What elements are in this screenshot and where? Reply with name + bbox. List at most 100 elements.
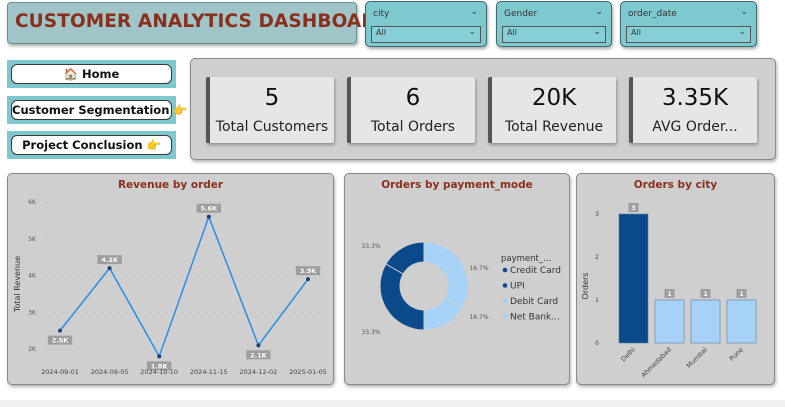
data-label: 1.8K bbox=[151, 362, 169, 370]
kpi-value: 3.35K bbox=[661, 85, 729, 111]
y-tick-label: 4K bbox=[28, 273, 37, 280]
x-tick-label: 2024-11-15 bbox=[190, 368, 228, 376]
chevron-down-icon: ⌄ bbox=[468, 27, 476, 37]
legend-label: Credit Card bbox=[510, 266, 561, 276]
data-point bbox=[58, 328, 62, 333]
kpi-label: Total Orders bbox=[370, 119, 456, 135]
data-point bbox=[306, 277, 310, 282]
legend-swatch bbox=[502, 298, 508, 304]
data-label-bg bbox=[47, 335, 73, 345]
bar bbox=[654, 299, 685, 344]
y-tick-label: 1 bbox=[595, 297, 599, 304]
revenue-by-order-visual[interactable]: Revenue by order 2K 3K 4K 5K 6K Total Revenue… bbox=[7, 173, 334, 385]
chart-title: Orders by city bbox=[633, 179, 718, 191]
slicer-gender[interactable]: Gender ⌄ All ⌄ bbox=[496, 1, 612, 47]
y-axis-title: Orders bbox=[581, 273, 590, 300]
data-label-bg bbox=[97, 255, 122, 265]
project-conclusion-button[interactable]: Project Conclusion 👉 bbox=[11, 135, 172, 155]
slice-label: 33.3% bbox=[361, 243, 380, 250]
legend-label: UPI bbox=[510, 282, 525, 292]
data-label-bg bbox=[736, 289, 747, 298]
payment-mode-donut-chart: 33.3% 33.3% 16.7% 16.7% payment_... Credit Ca… bbox=[361, 241, 561, 336]
legend-title: payment_... bbox=[501, 254, 551, 264]
kpi-value: 6 bbox=[405, 85, 421, 111]
data-label: 3 bbox=[631, 204, 636, 212]
data-label: 2.1K bbox=[250, 351, 268, 359]
bar bbox=[726, 299, 757, 344]
legend-swatch bbox=[502, 267, 508, 273]
chart-title: Orders by payment_mode bbox=[381, 179, 533, 191]
y-tick-label: 6K bbox=[28, 199, 37, 206]
slice-label: 33.3% bbox=[361, 329, 380, 336]
data-label-bg bbox=[147, 361, 172, 371]
slicer-label: order_date bbox=[628, 9, 677, 19]
data-label: 1 bbox=[739, 290, 744, 298]
data-point bbox=[206, 214, 211, 219]
data-label: 5.6K bbox=[201, 205, 219, 213]
data-label-bg bbox=[295, 266, 321, 276]
slicer-order-date[interactable]: order_date ⌄ All ⌄ bbox=[620, 1, 757, 47]
x-tick-label: 2024-09-01 bbox=[41, 368, 79, 376]
chevron-down-icon[interactable]: ⌄ bbox=[740, 7, 748, 17]
customer-segmentation-button[interactable]: Customer Segmentation 👉 bbox=[11, 100, 188, 120]
kpi-card-total-revenue: 20K Total Revenue bbox=[488, 77, 616, 143]
y-tick-label: 0 bbox=[595, 340, 599, 347]
bar bbox=[690, 299, 721, 344]
kpi-label: Total Revenue bbox=[504, 119, 604, 135]
slicer-value: All bbox=[507, 28, 517, 37]
slicer-value: All bbox=[631, 28, 641, 37]
data-point bbox=[256, 343, 261, 348]
kpi-value: 20K bbox=[531, 85, 577, 111]
x-tick-label: 2024-12-02 bbox=[240, 368, 278, 376]
home-button[interactable]: 🏠 Home bbox=[11, 64, 172, 84]
orders-by-city-visual[interactable]: Orders by city 0 1 2 3 Orders 3 Delhi 1 Ahmedaba… bbox=[576, 173, 775, 385]
data-point bbox=[107, 266, 112, 271]
kpi-card-total-orders: 6 Total Orders bbox=[347, 77, 475, 143]
donut-slice bbox=[379, 263, 425, 331]
data-label-bg bbox=[246, 350, 271, 360]
slice-label: 16.7% bbox=[469, 265, 488, 272]
nav-panel-home: 🏠 Home bbox=[7, 60, 176, 88]
x-tick-label: 2024-09-05 bbox=[91, 368, 129, 376]
dashboard-title: CUSTOMER ANALYTICS DASHBOARD bbox=[15, 11, 392, 32]
x-tick-label: 2025-01-05 bbox=[289, 368, 327, 376]
donut-slice bbox=[385, 241, 425, 275]
chevron-down-icon[interactable]: ⌄ bbox=[595, 7, 603, 17]
chevron-down-icon: ⌄ bbox=[738, 27, 746, 37]
data-label: 1 bbox=[703, 290, 708, 298]
slice-label: 16.7% bbox=[469, 314, 488, 321]
orders-by-city-bar-chart: 0 1 2 3 Orders 3 Delhi 1 Ahmedabad 1 Mumbai 1 Pune bbox=[581, 203, 757, 379]
bar bbox=[618, 213, 649, 344]
chart-title: Revenue by order bbox=[117, 179, 224, 191]
revenue-line-chart: 2K 3K 4K 5K 6K Total Revenue 2.5K 2024-09-01 4.2… bbox=[13, 199, 327, 376]
legend-swatch bbox=[502, 314, 508, 319]
data-label: 1 bbox=[667, 290, 672, 298]
x-tick-label: Mumbai bbox=[685, 346, 709, 370]
y-tick-label: 2 bbox=[595, 254, 599, 261]
orders-by-payment-mode-visual[interactable]: Orders by payment_mode 33.3% 33.3% 16.7% 16… bbox=[344, 173, 570, 385]
slicer-dropdown[interactable]: All ⌄ bbox=[626, 26, 751, 43]
legend-label: Debit Card bbox=[510, 297, 558, 307]
y-tick-label: 3 bbox=[595, 211, 599, 218]
data-label-bg bbox=[196, 203, 221, 213]
x-tick-label: Delhi bbox=[619, 346, 637, 364]
y-tick-label: 2K bbox=[28, 346, 37, 353]
kpi-value: 5 bbox=[264, 85, 280, 111]
slicer-dropdown[interactable]: All ⌄ bbox=[502, 26, 606, 43]
legend-label: Net Bank... bbox=[510, 313, 560, 323]
slicer-dropdown[interactable]: All ⌄ bbox=[371, 26, 481, 43]
x-tick-label: 2024-10-10 bbox=[140, 368, 178, 376]
legend-swatch bbox=[502, 283, 508, 288]
data-label-bg bbox=[700, 289, 711, 298]
slicer-city[interactable]: city ⌄ All ⌄ bbox=[365, 1, 487, 47]
bottom-bar bbox=[0, 400, 785, 407]
donut-slice bbox=[423, 241, 469, 309]
kpi-card-total-customers: 5 Total Customers bbox=[206, 77, 334, 143]
slicer-label: city bbox=[373, 9, 390, 19]
data-label-bg bbox=[664, 289, 675, 298]
x-tick-label: Pune bbox=[728, 346, 745, 363]
data-label: 3.9K bbox=[300, 267, 318, 275]
chevron-down-icon[interactable]: ⌄ bbox=[470, 7, 478, 17]
y-tick-label: 5K bbox=[28, 236, 37, 243]
nav-panel-conclusion: Project Conclusion 👉 bbox=[7, 131, 176, 159]
